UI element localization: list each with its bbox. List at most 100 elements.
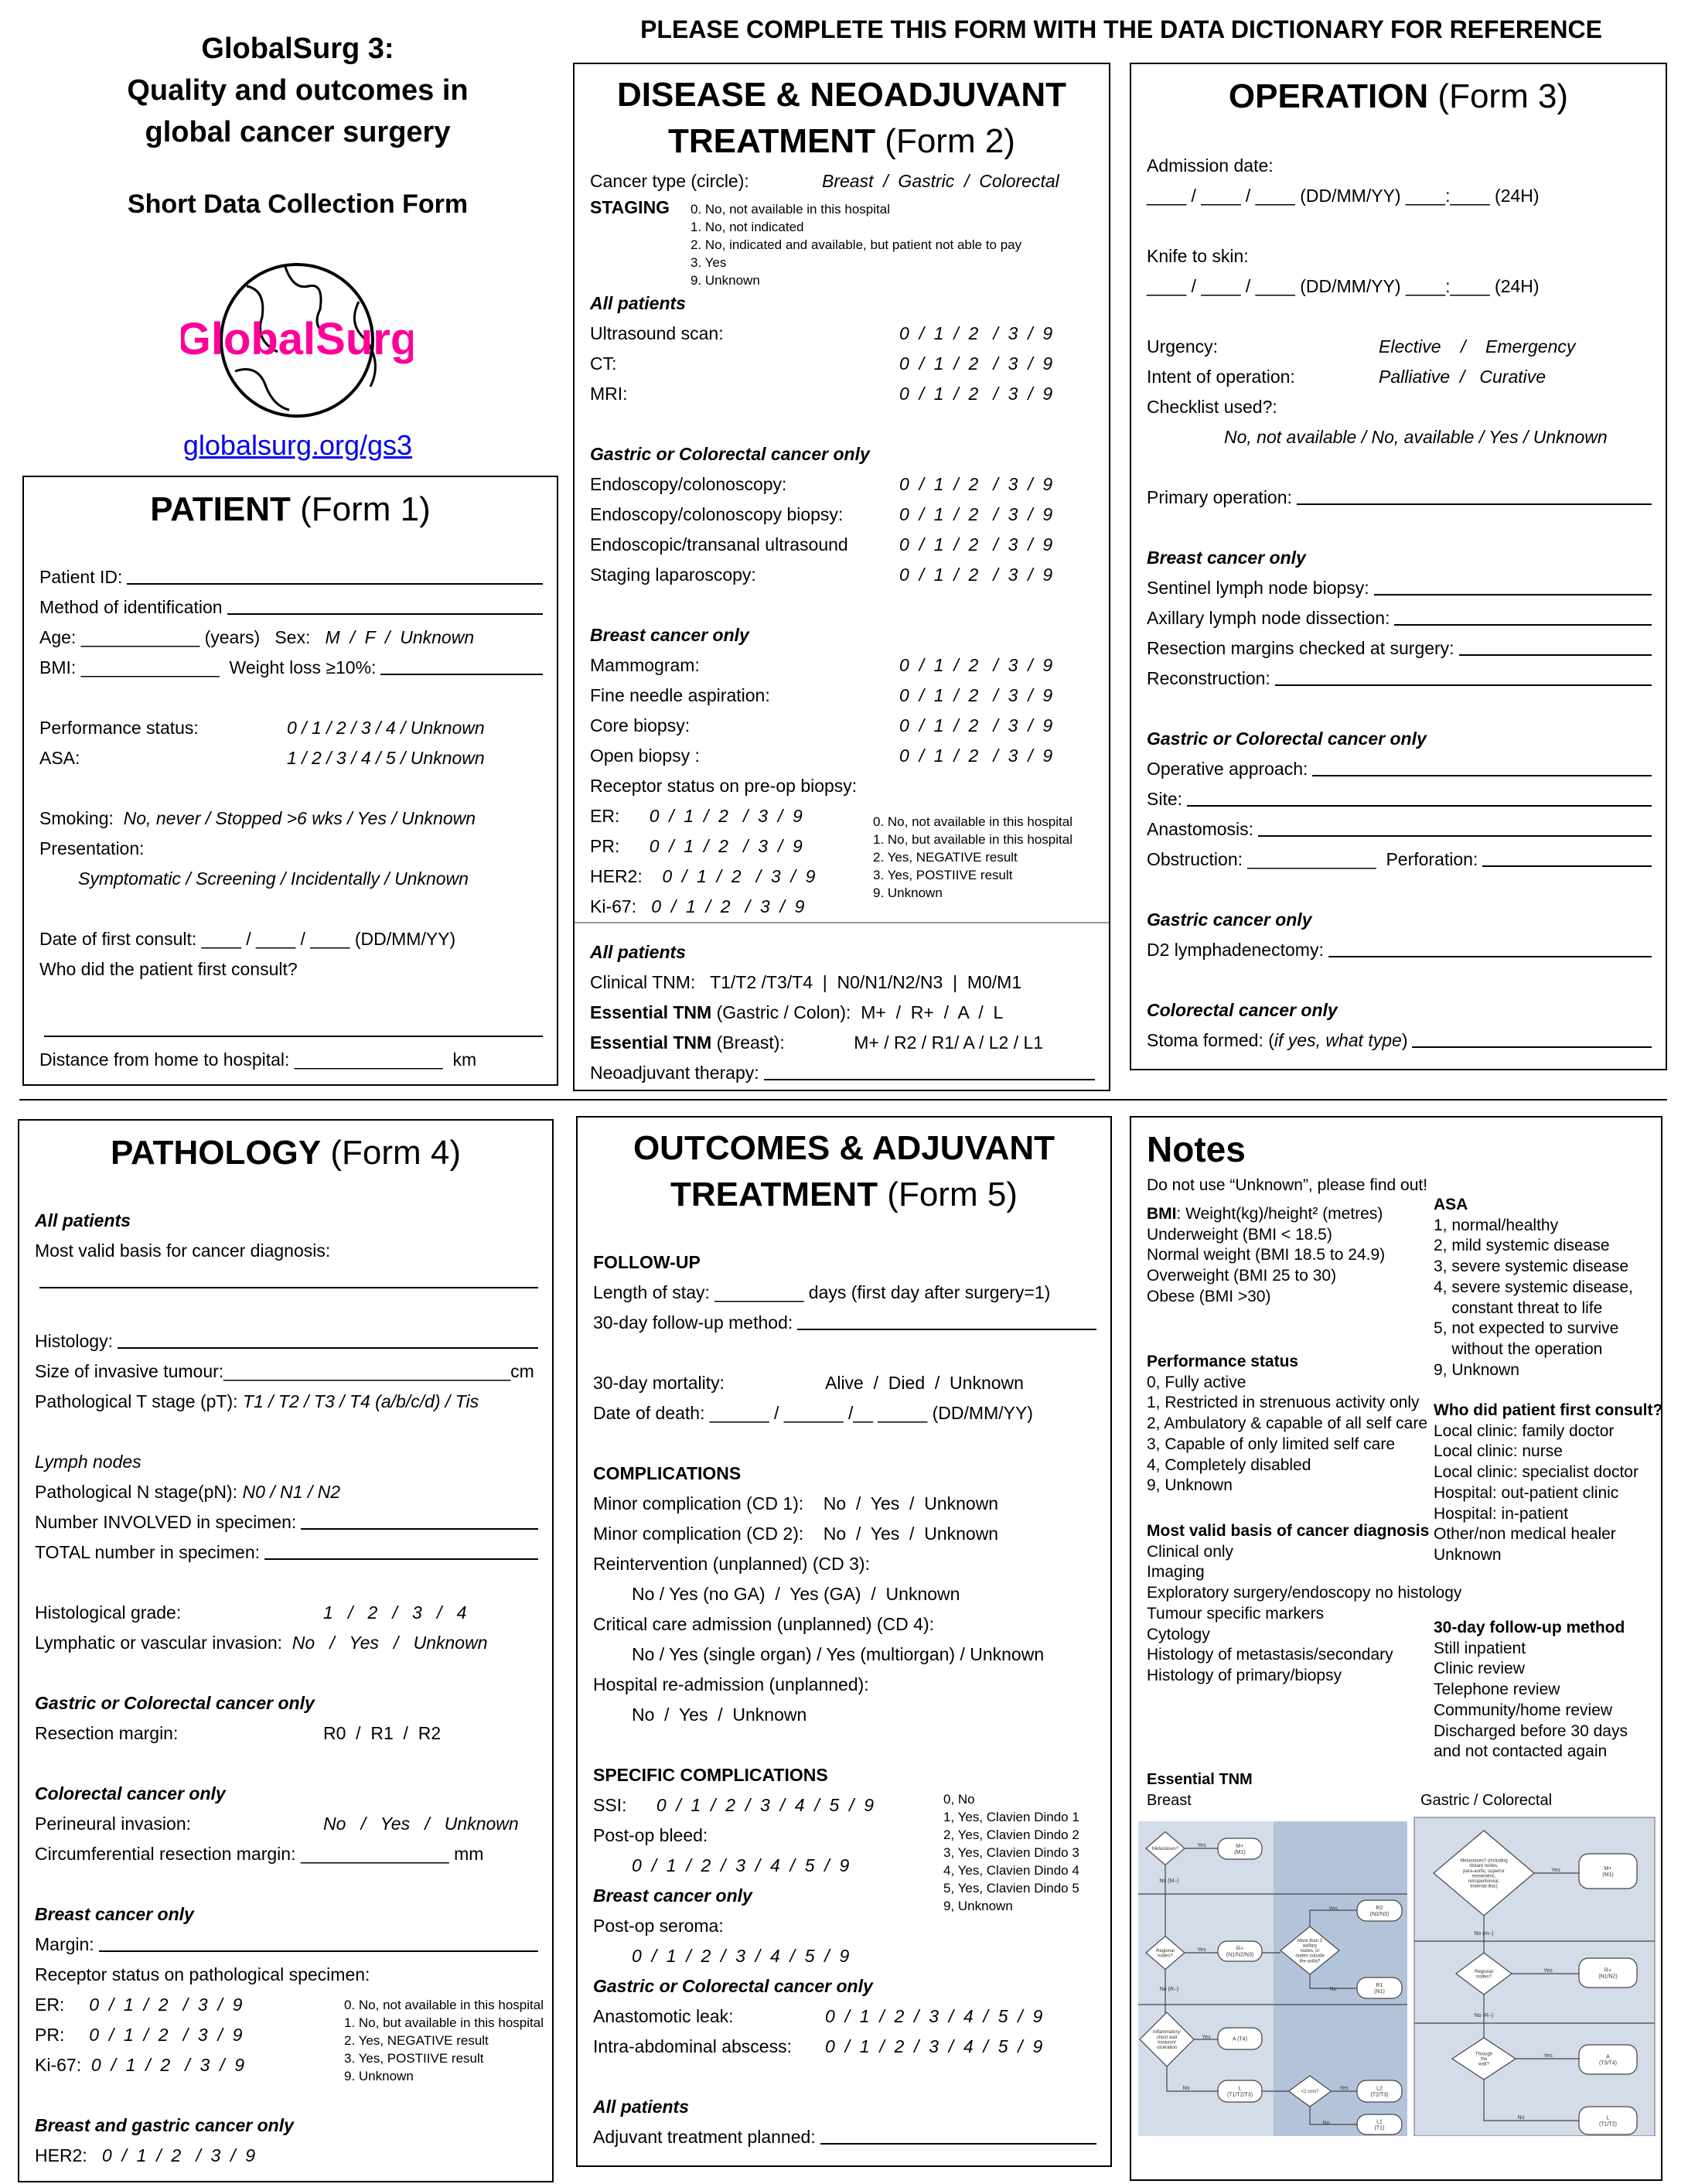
answer-line[interactable] [380, 674, 543, 675]
flowchart-label: R2 (N2/N3) [1370, 1906, 1390, 1917]
heading-text: All patients [590, 942, 686, 962]
field-label: Post-op seroma: [593, 1916, 724, 1936]
field-options[interactable]: 0 / 1 / 2 / 3 / 9 [899, 685, 1053, 705]
answer-line[interactable] [820, 2143, 1096, 2145]
form-field: Most valid basis for cancer diagnosis: [35, 1236, 538, 1266]
field-options[interactable]: 0 / 1 / 2 / 3 / 9 [89, 2025, 243, 2045]
answer-line[interactable] [1258, 835, 1652, 837]
field-options[interactable]: No, not available / No, available / Yes … [1224, 427, 1608, 447]
form-field: Reconstruction: [1147, 664, 1652, 694]
form-field: Admission date: [1147, 151, 1652, 181]
field-options[interactable]: 0 / 1 / 2 / 3 / 9 [899, 565, 1053, 585]
field-options[interactable]: 0 / 1 / 2 / 3 / 4 / 5 / 9 [825, 2006, 1043, 2026]
field-options[interactable]: 0 / 1 / 2 / 3 / 9 [649, 806, 803, 826]
field-options[interactable]: 0 / 1 / 2 / 3 / 9 [649, 836, 803, 856]
form-title: PATHOLOGY (Form 4) [19, 1130, 552, 1176]
bmi-formula: : Weight(kg)/height² (metres) [1176, 1205, 1383, 1223]
field-options[interactable]: 0 / 1 / 2 / 3 / 9 [899, 323, 1053, 343]
field-options[interactable]: No, never / Stopped >6 wks / Yes / Unkno… [123, 808, 476, 828]
field-options[interactable]: No / Yes / Unknown [292, 1633, 488, 1653]
field-options[interactable]: N0 / N1 / N2 [242, 1482, 341, 1502]
answer-line[interactable] [1296, 503, 1652, 505]
section-heading: All patients [593, 2092, 1096, 2122]
field-options[interactable]: No / Yes / Unknown [632, 1705, 807, 1725]
form-number: (Form 1) [290, 490, 431, 528]
field-options[interactable]: 0 / 1 / 2 / 3 / 9 [89, 1995, 243, 2015]
form-field: HER2: 0 / 1 / 2 / 3 / 9 [35, 2141, 538, 2171]
field-label: Urgency: [1147, 336, 1219, 357]
answer-line[interactable] [264, 1558, 538, 1560]
legend-item: 3. Yes, POSTIIVE result [344, 2051, 484, 2066]
field-options[interactable]: 0 / 1 / 2 / 3 / 9 [899, 353, 1053, 374]
form-field: Essential TNM (Gastric / Colon): M+ / R+… [590, 998, 1095, 1028]
form-field: 30-day mortality: Alive / Died / Unknown [593, 1368, 1096, 1398]
answer-line[interactable] [797, 1329, 1096, 1330]
field-options[interactable]: 0 / 1 / 2 / 3 / 9 [899, 384, 1053, 404]
section-heading: All patients [35, 1206, 538, 1236]
field-options[interactable]: Alive / Died / Unknown [825, 1373, 1024, 1393]
cancer-type-options[interactable]: Breast / Gastric / Colorectal [822, 171, 1059, 191]
answer-line[interactable] [1394, 624, 1652, 626]
answer-line[interactable] [39, 1287, 538, 1288]
field-options[interactable]: No / Yes / Unknown [323, 1814, 519, 1834]
answer-line[interactable] [1312, 775, 1652, 776]
field-options[interactable]: 0 / 1 / 2 / 3 / 9 [899, 534, 1053, 555]
answer-line[interactable] [1482, 865, 1652, 867]
field-options[interactable]: 0 / 1 / 2 / 3 / 9 [662, 866, 816, 886]
field-options[interactable]: 0 / 1 / 2 / 3 / 9 [90, 2055, 245, 2075]
field-label: Patient ID: [39, 567, 123, 587]
answer-line[interactable] [1373, 594, 1652, 595]
answer-line[interactable] [227, 613, 543, 615]
answer-line[interactable] [98, 1950, 538, 1952]
form-field: ____ / ____ / ____ (DD/MM/YY) ____:____ … [1147, 271, 1652, 302]
field-options[interactable]: 0 / 1 / 2 / 3 / 9 [651, 896, 805, 916]
field-options[interactable]: 0 / 1 / 2 / 3 / 9 [899, 655, 1053, 675]
answer-line[interactable] [117, 1347, 538, 1349]
field-options[interactable]: 0 / 1 / 2 / 3 / 4 / 5 / 9 [632, 1946, 850, 1966]
field-options[interactable]: 0 / 1 / 2 / 3 / 4 / 5 / 9 [825, 2036, 1043, 2056]
decision-node [1280, 1926, 1340, 1975]
form-field: Receptor status on pre-op biopsy: [590, 771, 1095, 801]
field-label: Distance from home to hospital: ________… [39, 1049, 477, 1070]
field-options[interactable]: 1 / 2 / 3 / 4 / 5 / Unknown [287, 748, 485, 768]
section-heading: All patients [590, 937, 1095, 967]
field-options[interactable]: R0 / R1 / R2 [323, 1723, 442, 1743]
answer-line[interactable] [1458, 654, 1652, 656]
field-options[interactable]: 0 / 1 / 2 / 3 / 9 [899, 474, 1053, 494]
receptor-legend: 0. No, not available in this hospital 1. … [344, 1996, 544, 2085]
field-options[interactable]: 0 / 1 / 2 / 3 / 9 [899, 715, 1053, 735]
field-options[interactable]: if yes, what type [1274, 1030, 1402, 1050]
answer-line[interactable] [1187, 805, 1652, 807]
answer-line[interactable] [301, 1528, 538, 1530]
website-link[interactable]: globalsurg.org/gs3 [182, 429, 413, 461]
field-options[interactable]: 0 / 1 / 2 / 3 / 9 [101, 2145, 256, 2165]
field-options[interactable]: Symptomatic / Screening / Incidentally /… [78, 868, 469, 889]
answer-line[interactable] [1274, 684, 1652, 686]
answer-line[interactable] [1412, 1046, 1652, 1048]
field-options[interactable]: 0 / 1 / 2 / 3 / 9 [899, 746, 1053, 766]
field-options[interactable]: Palliative / Curative [1379, 367, 1546, 387]
field-options[interactable]: 0 / 1 / 2 / 3 / 4 / 5 / 9 [656, 1795, 875, 1815]
field-options[interactable]: Elective / Emergency [1379, 336, 1576, 357]
field-options[interactable]: 0 / 1 / 2 / 3 / 9 [899, 504, 1053, 524]
heading-text: All patients [35, 1210, 131, 1230]
field-options[interactable]: No / Yes (single organ) / Yes (multiorga… [632, 1644, 1045, 1664]
answer-line[interactable] [763, 1079, 1095, 1080]
answer-line[interactable] [44, 1036, 543, 1037]
field-options[interactable]: 0 / 1 / 2 / 3 / 4 / Unknown [287, 718, 485, 738]
answer-line[interactable] [1328, 956, 1652, 957]
field-label: Neoadjuvant therapy: [590, 1063, 759, 1083]
form-field [39, 1015, 543, 1045]
notes-item: Unknown [1434, 1545, 1502, 1564]
field-options[interactable]: T1 / T2 / T3 / T4 (a/b/c/d) / Tis [242, 1391, 479, 1411]
performance-notes: Performance status 0, Fully active 1, Rest… [1147, 1352, 1427, 1496]
answer-line[interactable] [127, 583, 543, 585]
flowchart-label: L1 (T1) [1375, 2120, 1385, 2131]
field-options[interactable]: No / Yes (no GA) / Yes (GA) / Unknown [632, 1584, 960, 1604]
blank-line [1147, 452, 1652, 483]
field-options[interactable]: 1 / 2 / 3 / 4 [323, 1602, 467, 1623]
form-field: Neoadjuvant therapy: [590, 1058, 1095, 1088]
field-options[interactable]: 0 / 1 / 2 / 3 / 4 / 5 / 9 [632, 1855, 850, 1875]
edge-label: Yes [1543, 2053, 1553, 2059]
field-options[interactable]: M / F / Unknown [325, 627, 475, 647]
